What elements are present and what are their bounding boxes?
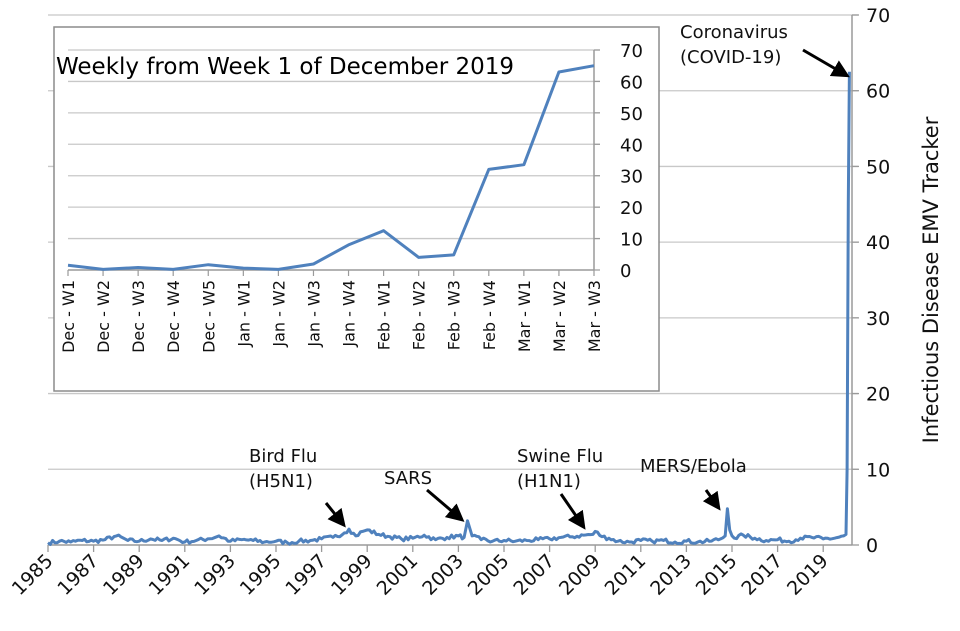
main-x-tick-label: 1989 <box>99 550 149 600</box>
main-x-tick-label: 2007 <box>509 550 559 600</box>
inset-y-tick-label: 50 <box>620 104 643 125</box>
main-x-tick-label: 2003 <box>418 550 468 600</box>
main-x-tick-label: 1991 <box>145 550 195 600</box>
inset-x-tick-label: Feb - W2 <box>410 280 429 350</box>
main-x-tick-label: 2013 <box>646 550 696 600</box>
main-x-tick-label: 1997 <box>281 550 331 600</box>
annotation-label: (H1N1) <box>517 471 581 492</box>
main-x-tick-label: 2011 <box>601 550 651 600</box>
annotation-label: Coronavirus <box>680 22 788 43</box>
annotation-label: (COVID-19) <box>680 47 781 68</box>
inset-y-tick-label: 40 <box>620 135 643 156</box>
annotation: Bird Flu (H5N1) <box>249 446 346 528</box>
inset-x-tick-label: Jan - W3 <box>304 280 323 348</box>
inset-x-tick-label: Mar - W1 <box>515 280 534 352</box>
annotation-label: Swine Flu <box>517 446 603 467</box>
inset-x-tick-label: Dec - W2 <box>94 280 113 353</box>
main-y-tick-labels: 0 10 20 30 40 50 60 70 <box>866 5 890 557</box>
main-x-tick-label: 1999 <box>327 550 377 600</box>
annotation-arrow-icon <box>802 48 850 78</box>
inset-x-tick-label: Mar - W3 <box>585 280 604 352</box>
inset-axes <box>67 49 600 276</box>
inset-y-tick-label: 0 <box>620 261 631 282</box>
inset-y-tick-label: 10 <box>620 230 643 251</box>
inset-x-tick-label: Feb - W3 <box>445 280 464 350</box>
inset-y-tick-label: 70 <box>620 41 643 62</box>
main-x-tick-label: 2009 <box>555 550 605 600</box>
main-y-tick-label: 0 <box>866 535 878 557</box>
main-x-tick-label: 2005 <box>464 550 514 600</box>
annotation: MERS/Ebola <box>640 456 747 511</box>
annotation-arrow-icon <box>559 493 586 530</box>
annotation-arrow-icon <box>426 488 465 522</box>
inset-series-points <box>67 65 595 270</box>
main-y-tick-label: 50 <box>866 156 890 178</box>
main-y-axis-label: Infectious Disease EMV Tracker <box>919 116 943 443</box>
main-y-tick-label: 30 <box>866 308 890 330</box>
main-x-tick-labels: 1985198719891991199319951997199920012003… <box>8 550 833 600</box>
inset-x-tick-label: Jan - W1 <box>234 280 253 348</box>
inset-gridlines <box>68 49 600 240</box>
inset-x-tick-label: Dec - W4 <box>164 280 183 353</box>
inset-x-tick-label: Feb - W4 <box>480 280 499 350</box>
main-x-tick-label: 2017 <box>737 550 787 600</box>
inset-frame <box>53 26 660 392</box>
main-series-points <box>47 71 850 543</box>
main-x-tick-label: 1987 <box>53 550 103 600</box>
main-y-tick-label: 70 <box>866 5 890 27</box>
main-y-tick-label: 20 <box>866 384 890 406</box>
annotation-label: (H5N1) <box>249 471 313 492</box>
inset-title: Weekly from Week 1 of December 2019 <box>56 54 514 80</box>
main-y-tick-label: 60 <box>866 81 890 103</box>
main-x-tick-label: 2001 <box>373 550 423 600</box>
main-x-tick-label: 2019 <box>783 550 833 600</box>
inset-chart: 0 10 20 30 40 50 60 70 Dec - W1 Dec - W2 Dec - W3… <box>53 26 660 392</box>
annotation: Coronavirus (COVID-19) <box>680 22 850 78</box>
annotation: SARS <box>384 468 465 522</box>
main-x-tick-label: 1995 <box>236 550 286 600</box>
annotation-label: MERS/Ebola <box>640 456 747 477</box>
annotations: Bird Flu (H5N1) SARS Swine Flu (H1N1) MERS/Eb… <box>249 22 850 530</box>
main-x-tick-label: 1985 <box>8 550 58 600</box>
annotation: Swine Flu (H1N1) <box>517 446 603 530</box>
inset-x-tick-labels: Dec - W1 Dec - W2 Dec - W3 Dec - W4 Dec - W5… <box>59 280 604 353</box>
inset-x-tick-label: Dec - W1 <box>59 280 78 353</box>
inset-y-tick-label: 20 <box>620 198 643 219</box>
main-series-line <box>47 71 851 546</box>
annotation-label: SARS <box>384 468 432 489</box>
inset-y-tick-label: 30 <box>620 167 643 188</box>
annotation-arrow-icon <box>324 502 346 528</box>
main-x-tick-label: 1993 <box>190 550 240 600</box>
annotation-arrow-icon <box>702 489 721 511</box>
main-y-tick-label: 10 <box>866 459 890 481</box>
inset-y-tick-labels: 0 10 20 30 40 50 60 70 <box>620 41 643 282</box>
main-axes <box>47 14 859 552</box>
inset-x-tick-label: Jan - W2 <box>269 280 288 348</box>
main-x-tick-label: 2015 <box>692 550 742 600</box>
inset-x-tick-label: Dec - W5 <box>199 280 218 353</box>
inset-x-tick-label: Jan - W4 <box>340 280 359 348</box>
inset-y-tick-label: 60 <box>620 72 643 93</box>
main-y-tick-label: 40 <box>866 232 890 254</box>
inset-x-tick-label: Mar - W2 <box>550 280 569 352</box>
inset-x-tick-label: Feb - W1 <box>375 280 394 350</box>
inset-x-tick-label: Dec - W3 <box>129 280 148 353</box>
inset-series-line <box>67 64 595 271</box>
annotation-label: Bird Flu <box>249 446 317 467</box>
